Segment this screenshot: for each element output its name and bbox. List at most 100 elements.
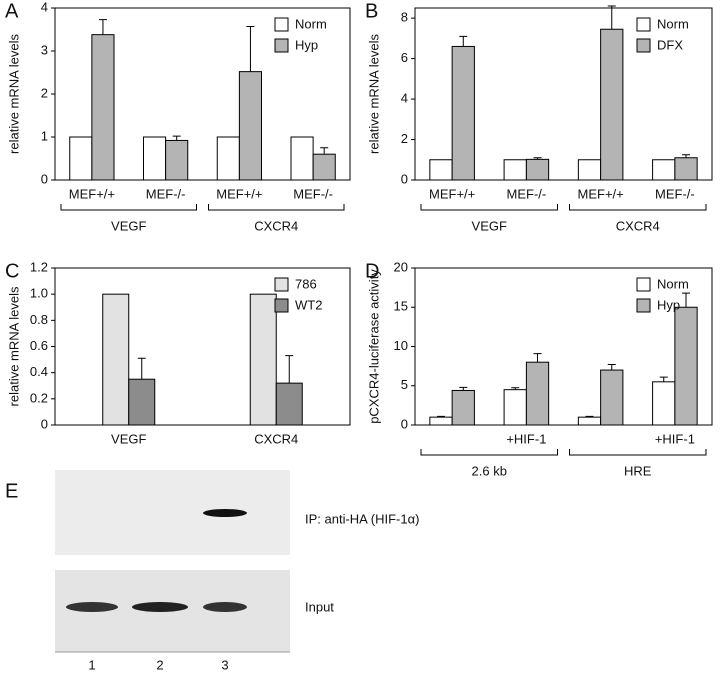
panel-letter: D xyxy=(365,260,379,282)
bar xyxy=(69,136,93,181)
legend-swatch xyxy=(274,38,289,53)
error-bar xyxy=(533,157,542,160)
error-bar xyxy=(459,35,468,47)
legend-swatch xyxy=(636,298,651,313)
lane-label: 1 xyxy=(88,657,95,672)
y-tick-label: 0 xyxy=(401,416,408,431)
x-tick-label: MEF+/+ xyxy=(216,186,262,201)
group-label: 2.6 kb xyxy=(472,463,507,478)
bar xyxy=(503,159,527,181)
group-label: VEGF xyxy=(111,218,146,233)
bar xyxy=(429,159,453,181)
x-tick-label: CXCR4 xyxy=(254,431,298,446)
legend-label: Norm xyxy=(295,16,327,31)
legend-swatch xyxy=(636,38,651,53)
bar xyxy=(451,45,475,181)
group-bracket xyxy=(208,204,345,211)
x-tick-label: MEF-/- xyxy=(507,186,547,201)
bar xyxy=(312,153,336,181)
error-bar xyxy=(682,292,691,308)
y-tick-label: 2 xyxy=(41,85,48,100)
legend-swatch xyxy=(636,17,651,32)
error-bar xyxy=(137,357,146,380)
x-tick-label: MEF-/- xyxy=(146,186,186,201)
error-bar xyxy=(172,135,181,141)
plot-frame xyxy=(54,267,351,426)
bar xyxy=(525,158,550,181)
y-tick-label: 1.2 xyxy=(30,259,48,274)
group-label: VEGF xyxy=(472,218,507,233)
bar xyxy=(652,381,676,426)
gel-label: Input xyxy=(305,599,334,614)
gel-label: IP: anti-HA (HIF-1α) xyxy=(305,511,419,526)
y-axis-label: relative mRNA levels xyxy=(366,34,381,154)
plot-frame xyxy=(414,7,713,181)
error-bar xyxy=(533,353,542,363)
bar xyxy=(128,378,156,426)
gel-band xyxy=(203,509,247,517)
bar xyxy=(275,382,303,426)
group-bracket xyxy=(569,449,707,456)
x-tick-label: MEF-/- xyxy=(655,186,695,201)
x-tick-label: VEGF xyxy=(111,431,146,446)
bar xyxy=(249,293,277,426)
legend-label: Norm xyxy=(657,276,689,291)
group-bracket xyxy=(60,204,197,211)
legend-label: WT2 xyxy=(295,297,322,312)
lane-label: 3 xyxy=(221,657,228,672)
error-bar xyxy=(320,147,329,155)
y-tick-label: 5 xyxy=(401,377,408,392)
x-tick-label: +HIF-1 xyxy=(655,431,695,446)
plot-frame xyxy=(54,7,351,181)
group-bracket xyxy=(420,204,558,211)
panel-letter: A xyxy=(5,0,19,22)
bar xyxy=(577,159,602,181)
y-tick-label: 0 xyxy=(41,171,48,186)
x-tick-label: MEF+/+ xyxy=(429,186,475,201)
bar xyxy=(238,71,262,181)
legend-label: Hyp xyxy=(295,37,318,52)
y-axis-label: relative mRNA levels xyxy=(6,286,21,406)
y-tick-label: 0.2 xyxy=(30,390,48,405)
bar xyxy=(216,136,240,181)
panel-letter: B xyxy=(365,0,378,22)
legend-swatch xyxy=(636,277,651,292)
bar xyxy=(674,306,698,426)
y-tick-label: 0.8 xyxy=(30,312,48,327)
legend-swatch xyxy=(274,298,289,313)
panel-letter: C xyxy=(5,260,19,282)
error-bar xyxy=(659,376,668,382)
plot-frame xyxy=(414,267,713,426)
bar xyxy=(503,389,527,426)
error-bar xyxy=(682,154,691,158)
y-tick-label: 0.6 xyxy=(30,338,48,353)
y-tick-label: 2 xyxy=(401,131,408,146)
y-tick-label: 20 xyxy=(394,259,408,274)
group-bracket xyxy=(420,449,558,456)
gel-ip xyxy=(55,470,290,555)
bar xyxy=(290,136,314,181)
x-tick-label: MEF+/+ xyxy=(69,186,115,201)
bar xyxy=(451,389,475,426)
legend-label: 786 xyxy=(295,276,317,291)
group-label: CXCR4 xyxy=(616,218,660,233)
bar xyxy=(600,28,624,181)
y-tick-label: 15 xyxy=(394,299,408,314)
bar xyxy=(600,369,624,426)
bar xyxy=(525,361,550,426)
error-bar xyxy=(246,25,255,72)
gel-band xyxy=(132,602,188,612)
y-tick-label: 4 xyxy=(401,90,408,105)
error-bar xyxy=(585,415,594,418)
group-label: CXCR4 xyxy=(254,218,298,233)
bar xyxy=(652,159,676,181)
bar xyxy=(429,416,453,426)
legend-label: DFX xyxy=(657,37,683,52)
error-bar xyxy=(459,386,468,391)
y-tick-label: 6 xyxy=(401,50,408,65)
y-tick-label: 4 xyxy=(41,0,48,14)
y-tick-label: 8 xyxy=(401,10,408,25)
error-bar xyxy=(607,5,616,30)
x-tick-label: MEF-/- xyxy=(293,186,333,201)
y-tick-label: 1 xyxy=(41,128,48,143)
